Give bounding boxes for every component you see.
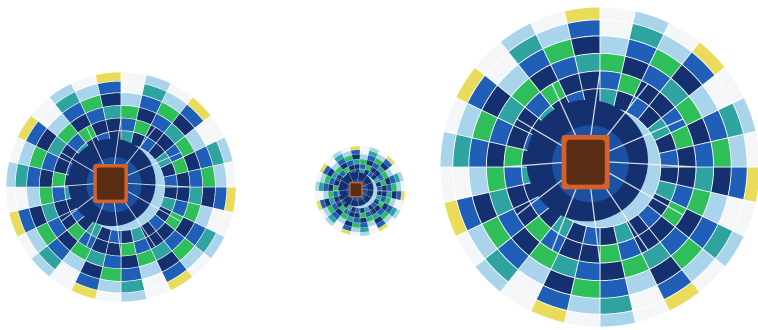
envelope-panel [503,166,525,189]
envelope-panel [39,168,55,188]
envelope-panel [693,141,715,168]
envelope-panel [175,171,191,188]
hot-air-balloon-right [439,6,758,328]
envelope-panel [352,158,361,165]
envelope-panel [386,190,393,199]
envelope-panel [120,105,140,121]
hot-air-balloon-small [314,145,406,237]
envelope-panel [599,52,626,74]
envelope-panel [187,186,203,206]
basket [566,139,605,185]
envelope-panel [327,183,334,192]
envelope-panel [485,166,507,193]
envelope-panel [376,185,383,192]
envelope-panel [381,184,388,192]
envelope-panel [332,190,339,198]
basket [350,183,362,196]
envelope-panel [574,52,601,74]
envelope-panel [574,260,601,282]
envelope-panel [485,141,507,168]
envelope-panel [163,174,178,188]
envelope-panel [359,212,367,219]
envelope-panel [102,105,122,121]
basket [96,167,125,200]
envelope-panel [105,117,122,133]
envelope-panel [187,168,203,188]
envelope-panel [120,253,140,269]
envelope-panel [386,183,393,192]
envelope-panel [599,260,626,282]
envelope-panel [658,149,679,168]
envelope-panel [599,242,622,264]
envelope-panel [353,163,361,170]
envelope-panel [102,253,122,269]
envelope-panel [578,70,601,92]
envelope-panel [675,145,697,168]
envelope-panel [359,158,368,165]
envelope-panel [120,241,137,257]
envelope-panel [693,166,715,193]
envelope-panel [352,217,361,224]
envelope-panel [327,190,334,199]
envelope-panel [51,186,67,203]
envelope-panel [39,186,55,206]
hot-air-balloon-left [5,71,237,303]
envelope-panel [359,217,368,224]
